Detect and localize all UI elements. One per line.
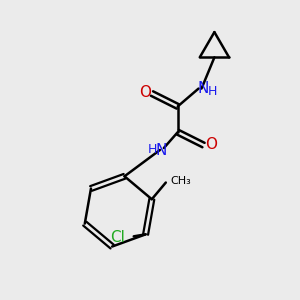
Text: N: N	[198, 81, 209, 96]
Text: H: H	[147, 142, 157, 155]
Text: O: O	[206, 136, 218, 152]
Text: Cl: Cl	[110, 230, 125, 245]
Text: N: N	[155, 142, 166, 158]
Text: H: H	[208, 85, 217, 98]
Text: O: O	[139, 85, 151, 100]
Text: CH₃: CH₃	[171, 176, 191, 185]
